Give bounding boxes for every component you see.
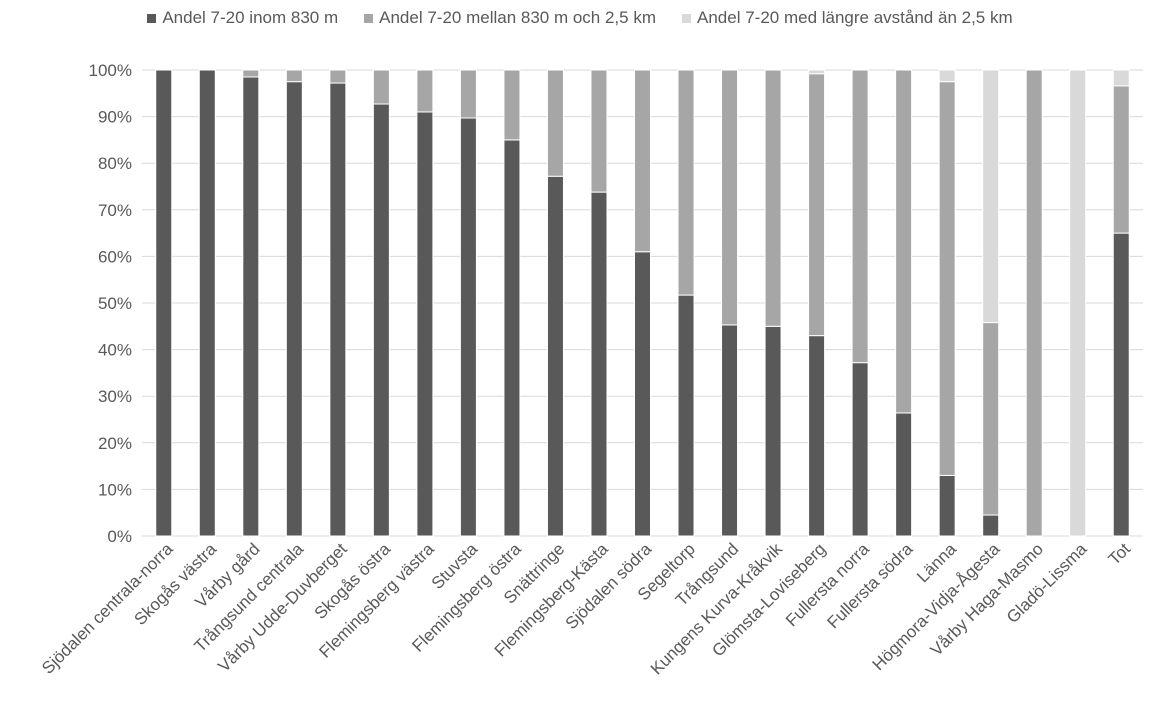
- bar-segment-9-0: [546, 175, 564, 537]
- bar-segment-7-0: [459, 117, 477, 537]
- y-tick-label-10: 100%: [89, 61, 132, 80]
- y-tick-label-1: 10%: [98, 480, 132, 499]
- legend-swatch-2: [682, 13, 691, 23]
- bar-segment-2-1: [242, 69, 260, 78]
- bar-segment-12-0: [677, 294, 695, 537]
- y-tick-label-8: 80%: [98, 154, 132, 173]
- y-tick-label-4: 40%: [98, 341, 132, 360]
- bar-segment-5-1: [372, 69, 390, 105]
- bar-segment-0-0: [155, 69, 173, 537]
- bar-segment-10-0: [590, 191, 608, 537]
- bar-segment-6-1: [416, 69, 434, 113]
- x-tick-label-22: Tot: [1105, 539, 1135, 569]
- y-tick-label-5: 50%: [98, 294, 132, 313]
- y-tick-label-6: 60%: [98, 247, 132, 266]
- bar-segment-19-0: [982, 514, 1000, 537]
- bar-segment-3-0: [285, 81, 303, 537]
- bar-segment-16-0: [851, 362, 869, 537]
- bar-segment-19-2: [982, 69, 1000, 324]
- legend-item-0: Andel 7-20 inom 830 m: [147, 8, 338, 28]
- bar-segment-14-1: [764, 69, 782, 327]
- legend-item-2: Andel 7-20 med längre avstånd än 2,5 km: [682, 8, 1013, 28]
- bar-segment-18-0: [938, 474, 956, 537]
- bar-segment-11-1: [634, 69, 651, 253]
- bar-segment-2-0: [242, 76, 260, 537]
- bar-segment-4-0: [329, 82, 347, 537]
- y-tick-label-0: 0%: [107, 527, 132, 546]
- bar-segment-16-1: [851, 69, 869, 364]
- bar-segment-13-1: [721, 69, 739, 326]
- y-tick-label-7: 70%: [98, 201, 132, 220]
- bar-segment-3-1: [285, 69, 303, 83]
- bar-segment-5-0: [372, 103, 390, 537]
- bar-segment-4-1: [329, 69, 347, 84]
- bar-segment-9-1: [546, 69, 564, 177]
- bar-segment-17-1: [895, 69, 913, 414]
- bar-segment-21-2: [1069, 69, 1087, 537]
- bar-segment-13-0: [721, 324, 739, 537]
- legend-swatch-0: [147, 13, 157, 23]
- bar-segment-20-1: [1025, 69, 1043, 537]
- bar-segment-17-0: [895, 412, 913, 537]
- bar-segment-10-1: [590, 69, 608, 193]
- bar-segment-8-0: [503, 139, 521, 537]
- bar-segment-18-2: [938, 69, 956, 83]
- bar-segment-15-0: [808, 335, 826, 537]
- y-tick-label-2: 20%: [98, 434, 132, 453]
- bar-segment-7-1: [459, 69, 477, 119]
- bar-segment-12-1: [677, 69, 695, 296]
- bar-segment-6-0: [416, 111, 434, 537]
- bar-segment-22-0: [1112, 232, 1130, 537]
- bar-segment-14-0: [764, 325, 782, 537]
- bar-segment-15-2: [808, 69, 826, 75]
- chart-legend: Andel 7-20 inom 830 m Andel 7-20 mellan 8…: [0, 8, 1160, 28]
- bar-segment-1-0: [198, 69, 216, 537]
- legend-label-2: Andel 7-20 med längre avstånd än 2,5 km: [697, 8, 1013, 27]
- bar-segment-22-2: [1112, 69, 1130, 87]
- bar-segment-8-1: [503, 69, 521, 141]
- bar-segment-22-1: [1112, 85, 1130, 234]
- y-tick-label-9: 90%: [98, 108, 132, 127]
- legend-label-1: Andel 7-20 mellan 830 m och 2,5 km: [379, 8, 656, 27]
- bar-segment-19-1: [982, 322, 1000, 516]
- legend-item-1: Andel 7-20 mellan 830 m och 2,5 km: [364, 8, 656, 28]
- legend-label-0: Andel 7-20 inom 830 m: [162, 8, 339, 27]
- legend-swatch-1: [364, 13, 374, 23]
- bar-segment-18-1: [938, 81, 956, 476]
- bar-segment-15-1: [808, 73, 826, 337]
- bar-segment-11-0: [634, 251, 651, 537]
- y-tick-label-3: 30%: [98, 387, 132, 406]
